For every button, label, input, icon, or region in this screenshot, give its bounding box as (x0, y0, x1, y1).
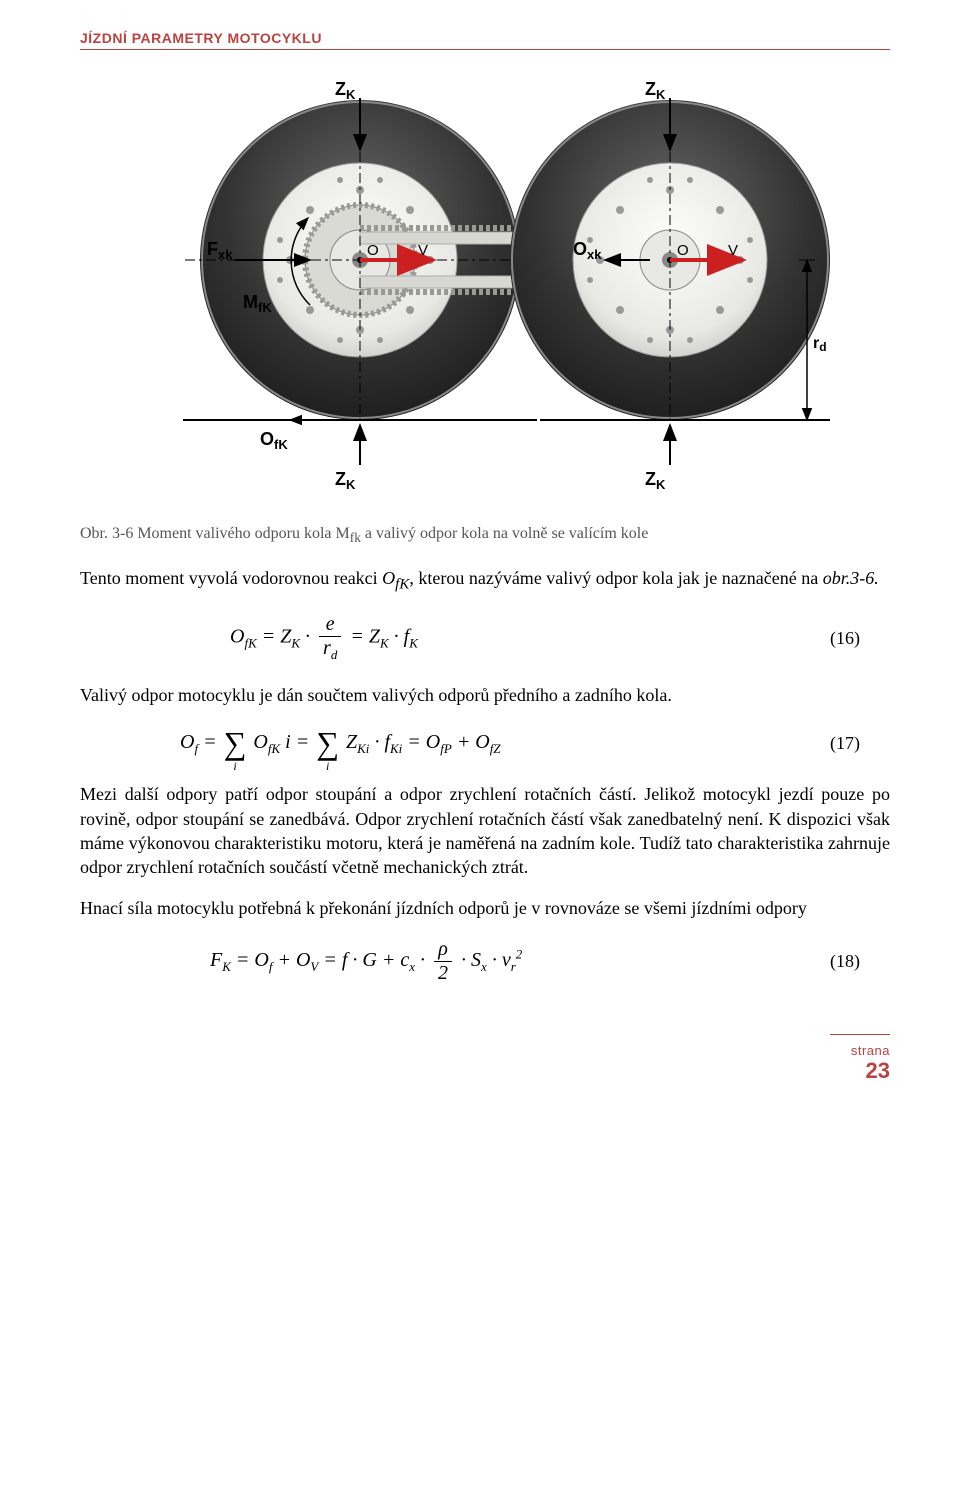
figure-caption: Obr. 3-6 Moment valivého odporu kola Mfk… (80, 525, 890, 546)
equation-16-row: OfK = ZK · erd = ZK · fK (16) (80, 613, 890, 663)
paragraph-4: Hnací síla motocyklu potřebná k překonán… (80, 896, 890, 920)
caption-prefix: Obr. 3-6 Moment valivého odporu kola M (80, 525, 350, 542)
svg-text:O: O (367, 242, 379, 259)
equation-16-number: (16) (830, 628, 860, 649)
svg-text:rd: rd (813, 335, 827, 354)
figure-container: ZK Fxk MfK O V OfK ZK (80, 80, 890, 510)
svg-text:O: O (677, 242, 689, 259)
figure-svg: ZK Fxk MfK O V OfK ZK (135, 80, 835, 510)
equation-16: OfK = ZK · erd = ZK · fK (230, 613, 418, 663)
caption-rest: a valivý odpor kola na volně se valícím … (361, 525, 648, 542)
svg-text:V: V (728, 242, 738, 259)
svg-text:OfK: OfK (260, 429, 288, 452)
equation-18-number: (18) (830, 951, 860, 972)
paragraph-2: Valivý odpor motocyklu je dán součtem va… (80, 683, 890, 707)
footer-page-number: 23 (80, 1058, 890, 1084)
svg-text:ZK: ZK (645, 469, 666, 492)
paragraph-3: Mezi další odpory patří odpor stoupání a… (80, 782, 890, 879)
equation-18: FK = Of + OV = f · G + cx · ρ2 · Sx · vr… (210, 938, 522, 985)
para1-ref: obr.3-6. (823, 568, 879, 588)
footer-divider (830, 1034, 890, 1035)
svg-text:ZK: ZK (645, 80, 666, 102)
equation-17-row: Of = ∑i OfK i = ∑i ZKi · fKi = OfP + OfZ… (80, 725, 890, 762)
caption-sub: fk (350, 530, 361, 545)
page: JÍZDNÍ PARAMETRY MOTOCYKLU (0, 0, 960, 1104)
para1-ital: O (382, 568, 395, 588)
svg-text:V: V (418, 242, 428, 259)
equation-17-number: (17) (830, 733, 860, 754)
para1-b: , kterou nazýváme valivý odpor kola jak … (409, 568, 822, 588)
footer-word: strana (80, 1043, 890, 1058)
para1-sub: fK (395, 577, 409, 593)
header-title: JÍZDNÍ PARAMETRY MOTOCYKLU (80, 30, 890, 46)
svg-text:ZK: ZK (335, 469, 356, 492)
equation-18-row: FK = Of + OV = f · G + cx · ρ2 · Sx · vr… (80, 938, 890, 985)
header-bar: JÍZDNÍ PARAMETRY MOTOCYKLU (80, 30, 890, 50)
paragraph-1: Tento moment vyvolá vodorovnou reakci Of… (80, 566, 890, 595)
equation-17: Of = ∑i OfK i = ∑i ZKi · fKi = OfP + OfZ (180, 725, 501, 762)
page-footer: strana 23 (80, 1025, 890, 1084)
para1-a: Tento moment vyvolá vodorovnou reakci (80, 568, 382, 588)
svg-text:ZK: ZK (335, 80, 356, 102)
